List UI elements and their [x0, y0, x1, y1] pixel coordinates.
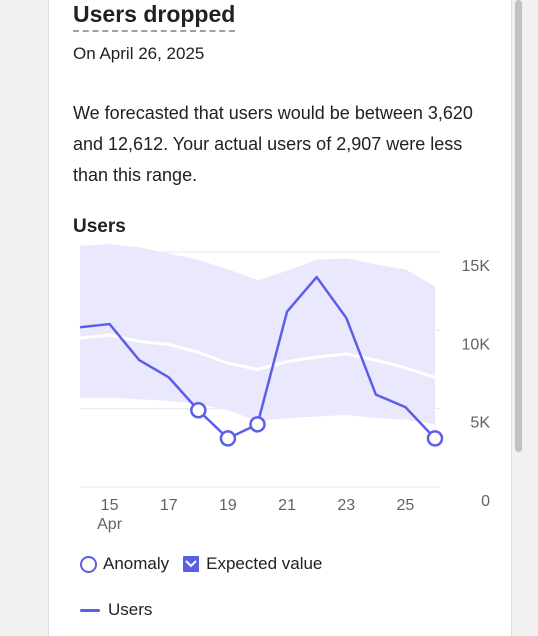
- x-tick-label: 15: [101, 497, 119, 514]
- anomaly-circle-icon: [80, 555, 97, 573]
- legend-anomaly-label: Anomaly: [103, 554, 170, 573]
- x-tick-label: 19: [219, 497, 237, 514]
- expected-value-line: [79, 333, 436, 379]
- x-tick-month-label: Apr: [97, 516, 123, 533]
- y-tick-label: 15K: [462, 258, 491, 275]
- legend-users: Users: [80, 600, 152, 620]
- expected-value-icon: [183, 556, 200, 572]
- legend-anomaly: Anomaly: [80, 553, 169, 575]
- scrollbar-thumb[interactable]: [515, 0, 522, 452]
- legend-expected: Expected value: [183, 553, 322, 575]
- anomaly-description: We forecasted that users would be betwee…: [73, 103, 473, 185]
- y-tick-label: 10K: [462, 336, 491, 353]
- y-tick-label: 0: [481, 493, 490, 510]
- anomaly-marker: [249, 416, 266, 433]
- anomaly-date: On April 26, 2025: [73, 44, 205, 63]
- x-tick-label: 23: [337, 497, 355, 514]
- expected-range-band: [80, 244, 435, 425]
- y-tick-label: 5K: [470, 415, 490, 432]
- x-tick-label: 25: [397, 497, 415, 514]
- anomaly-marker: [426, 430, 444, 447]
- anomaly-marker: [190, 401, 207, 419]
- users-chart: 15K 10K 5K 0 15 17 19 21 23 25 Apr: [79, 244, 491, 533]
- x-tick-label: 21: [278, 497, 296, 514]
- anomaly-marker: [219, 430, 237, 447]
- legend-expected-label: Expected value: [206, 554, 323, 573]
- users-line-icon: [80, 608, 100, 612]
- chart-title: Users: [73, 216, 126, 237]
- chart-legend: Anomaly Expected value: [80, 553, 336, 575]
- x-tick-label: 17: [160, 497, 178, 514]
- card-title[interactable]: Users dropped: [73, 0, 236, 32]
- legend-users-label: Users: [108, 600, 153, 619]
